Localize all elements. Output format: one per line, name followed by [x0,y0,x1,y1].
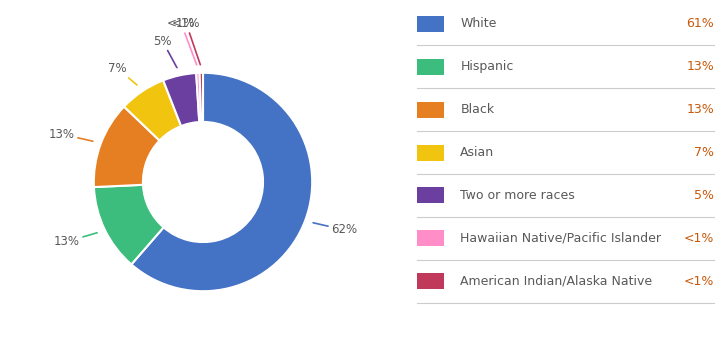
Text: Asian: Asian [460,146,494,159]
Text: 7%: 7% [108,62,137,85]
Text: <1%: <1% [172,17,201,65]
Text: 13%: 13% [49,128,93,141]
Text: American Indian/Alaska Native: American Indian/Alaska Native [460,275,652,288]
Wedge shape [124,80,181,141]
Text: Hawaiian Native/Pacific Islander: Hawaiian Native/Pacific Islander [460,232,661,245]
Text: 61%: 61% [687,17,714,30]
Text: 13%: 13% [54,233,97,248]
Text: 13%: 13% [687,60,714,73]
Wedge shape [196,73,201,122]
Text: <1%: <1% [684,275,714,288]
Text: 5%: 5% [154,35,177,68]
Text: 13%: 13% [687,103,714,116]
Wedge shape [199,73,203,122]
Text: Black: Black [460,103,494,116]
Text: 62%: 62% [313,223,357,236]
Wedge shape [94,107,160,187]
Text: 5%: 5% [694,189,714,202]
Text: 7%: 7% [694,146,714,159]
Text: Hispanic: Hispanic [460,60,514,73]
Wedge shape [94,185,164,264]
Text: Two or more races: Two or more races [460,189,575,202]
Wedge shape [131,73,312,291]
Text: White: White [460,17,497,30]
Wedge shape [163,73,199,126]
Text: <1%: <1% [167,17,196,65]
Text: <1%: <1% [684,232,714,245]
